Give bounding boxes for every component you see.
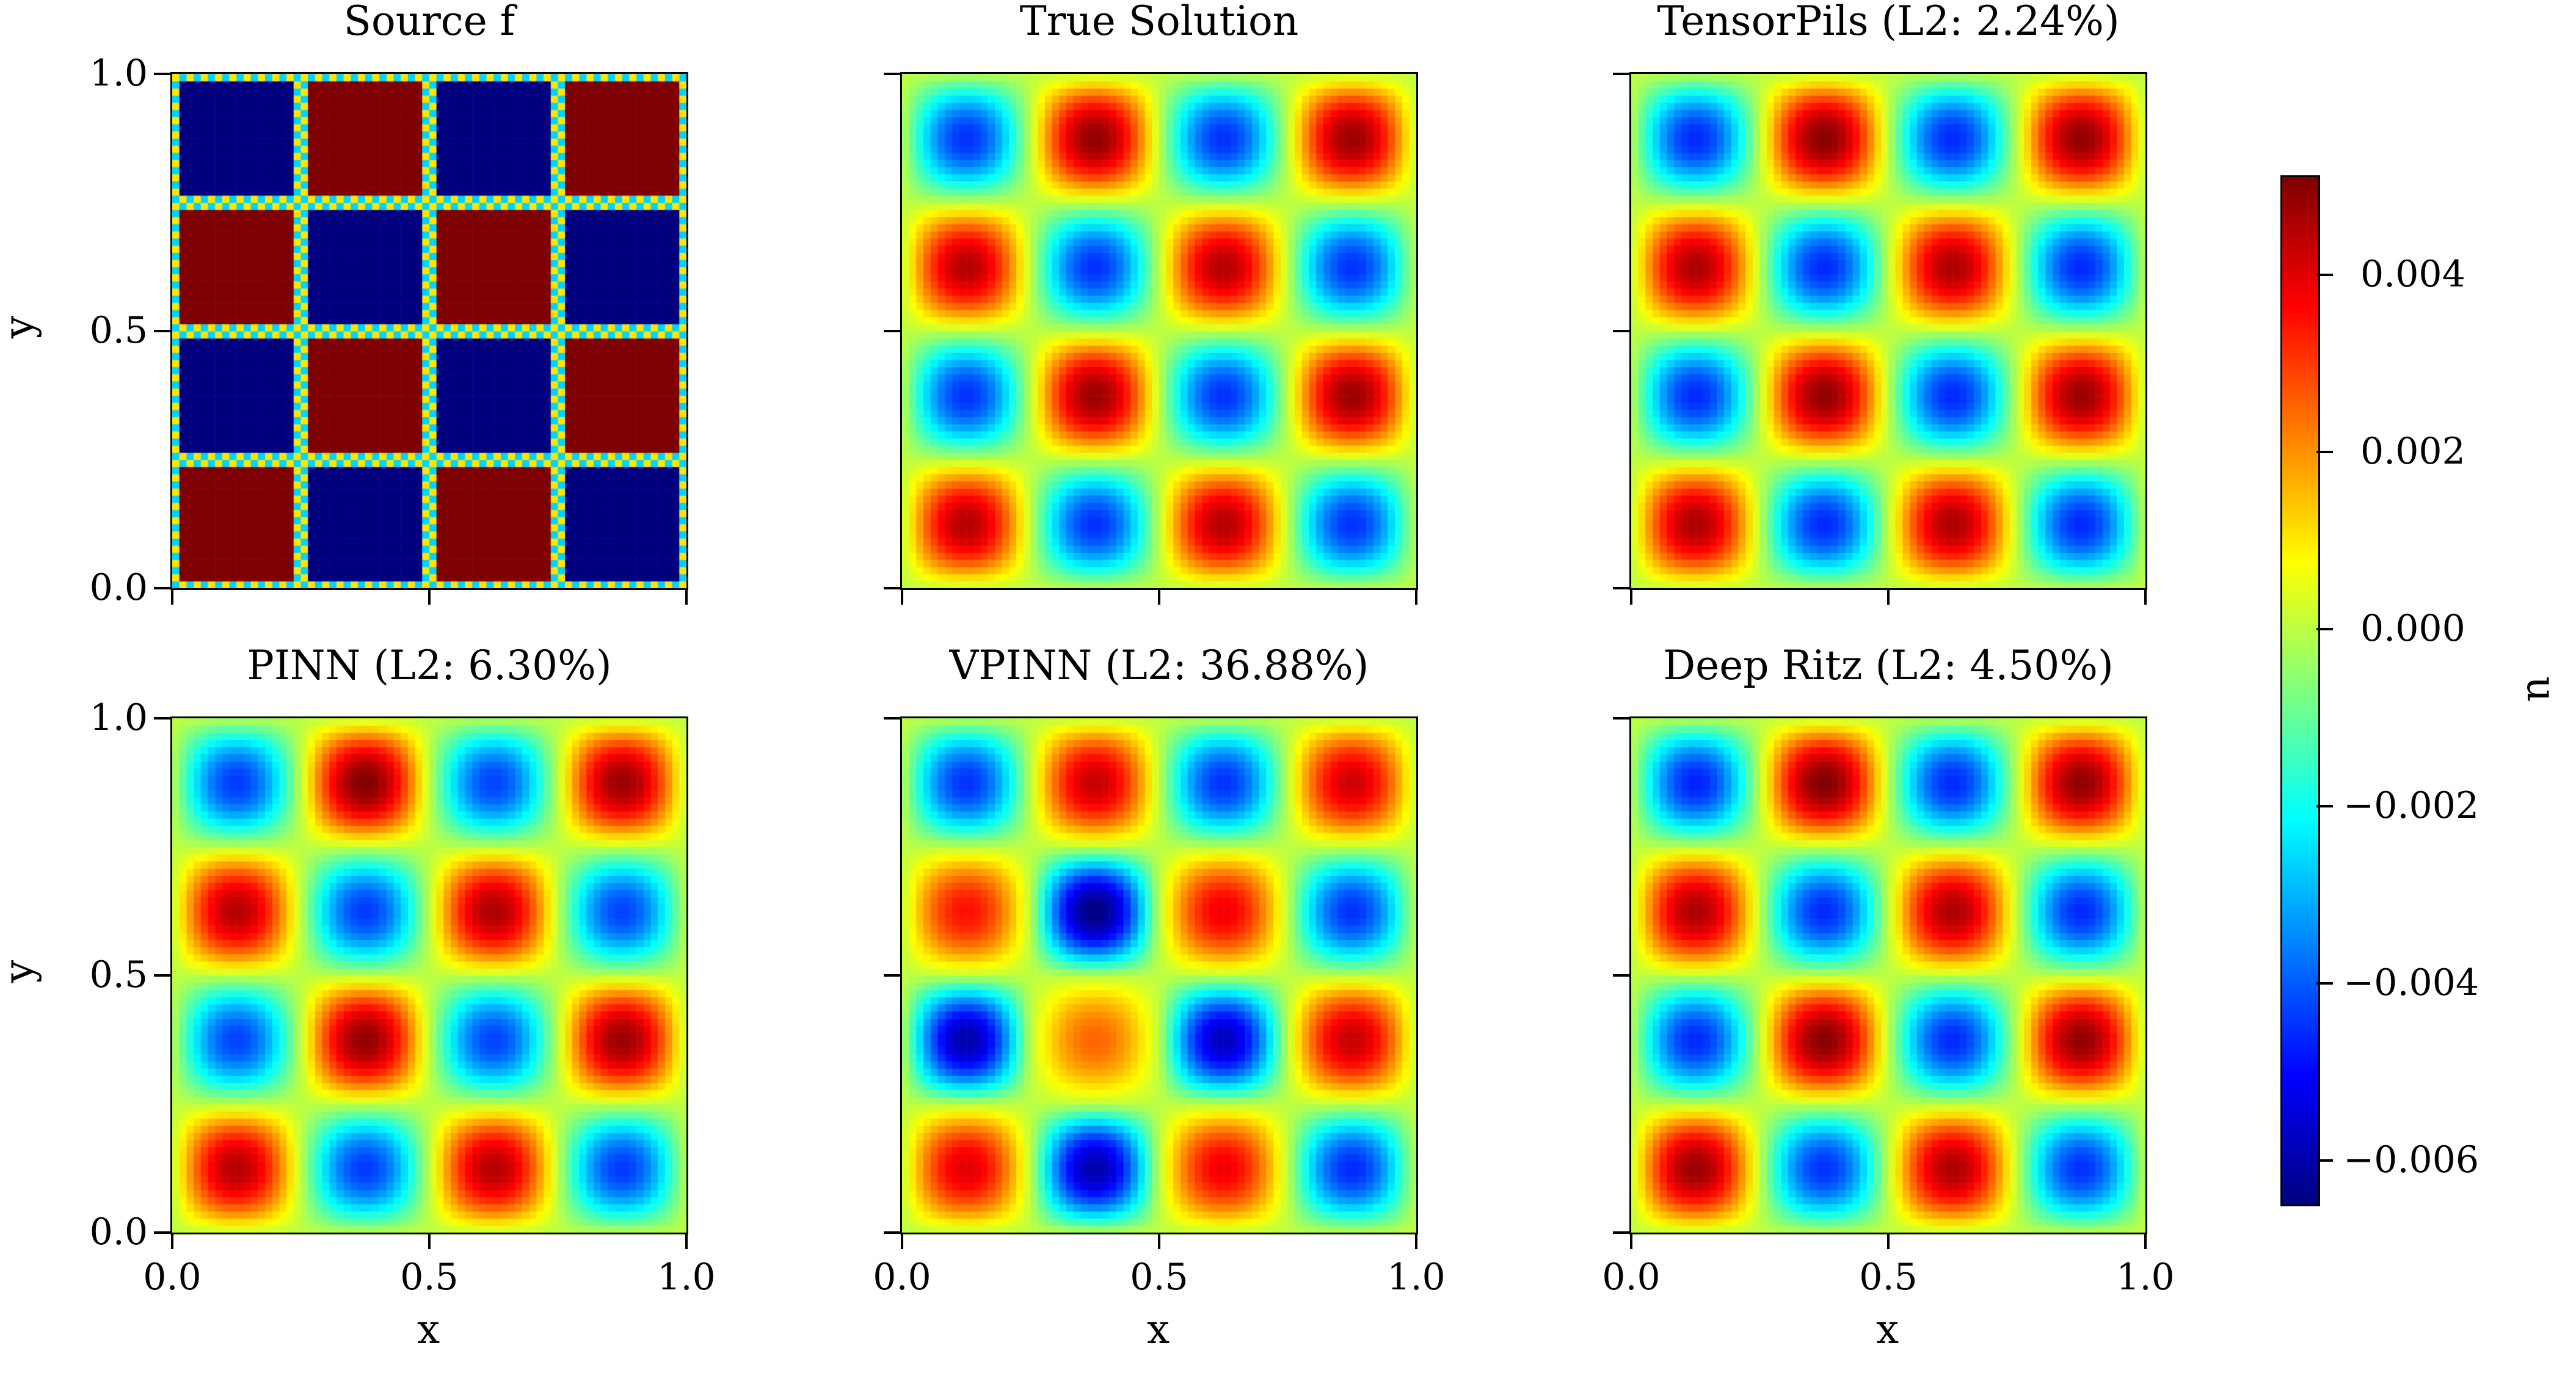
heatmap-panel: True Solution [884,0,1418,605]
heatmap-panel: TensorPils (L2: 2.24%) [1613,0,2147,605]
heatmap-panel: VPINN (L2: 36.88%) 0.0 0.5 1.0 x [873,642,1445,1353]
x-tick-mark [1158,1233,1160,1249]
y-tick-mark [884,73,900,75]
x-tick-label: 1.0 [2116,1256,2175,1299]
panel-title: PINN (L2: 6.30%) [247,642,612,689]
x-tick-label: 0.0 [143,1256,202,1299]
y-tick-mark [884,587,900,589]
axes-frame [170,716,688,1234]
axes-frame [900,716,1418,1234]
colorbar-tick-mark [2316,627,2333,630]
y-tick-mark [154,974,170,977]
x-tick-mark [1415,1233,1417,1249]
y-tick-label: 0.5 [89,953,148,996]
y-tick-mark [154,330,170,332]
y-tick-mark [154,587,170,589]
x-tick-mark [171,1233,173,1249]
x-tick-mark [901,588,903,605]
panel-title: Deep Ritz (L2: 4.50%) [1663,642,2114,689]
x-tick-mark [1887,588,1890,605]
axes-frame [900,72,1418,590]
colorbar-label: u [2517,676,2565,702]
x-tick-mark [1158,588,1160,605]
x-tick-label: 0.5 [1859,1256,1918,1299]
colorbar-tick-mark [2316,1159,2333,1162]
x-tick-mark [1630,1233,1632,1249]
panel-title: TensorPils (L2: 2.24%) [1657,0,2120,45]
panel-title: VPINN (L2: 36.88%) [949,642,1369,689]
colorbar-tick-label: 0.000 [2360,607,2465,650]
x-axis-label: x [1876,1306,1899,1353]
y-tick-mark [1613,974,1629,977]
colorbar-tick-label: 0.002 [2360,429,2465,473]
x-tick-mark [2144,1233,2147,1249]
heatmap-field [1631,718,2145,1233]
x-tick-label: 1.0 [1387,1256,1446,1299]
heatmap-field [172,74,686,588]
y-tick-label: 0.5 [89,309,148,352]
y-tick-label: 0.0 [89,566,148,609]
colorbar-tick-mark [2316,804,2333,807]
panel-title: True Solution [1019,0,1299,45]
y-tick-mark [1613,330,1629,332]
colorbar-tick-mark [2316,450,2333,453]
colorbar-tick-label: −0.004 [2343,961,2480,1004]
axes-frame [170,72,688,590]
colorbar-tick-label: −0.002 [2343,784,2480,827]
colorbar-tick-label: −0.006 [2343,1138,2480,1181]
y-tick-mark [1613,587,1629,589]
y-tick-mark [1613,1231,1629,1234]
heatmap-panel: Deep Ritz (L2: 4.50%) 0.0 0.5 1.0 x [1602,642,2174,1353]
x-tick-mark [1415,588,1417,605]
x-tick-mark [428,1233,431,1249]
y-tick-mark [154,73,170,75]
y-tick-label: 1.0 [89,52,148,95]
x-tick-mark [1630,588,1632,605]
colorbar-tick-mark [2316,982,2333,985]
colorbar-frame [2280,175,2320,1206]
heatmap-field [902,74,1416,588]
x-tick-mark [685,1233,688,1249]
x-tick-mark [2144,588,2147,605]
y-axis-label: y [0,960,42,983]
heatmap-panel: Source f 0.0 0.5 1.0 y [0,0,688,609]
y-tick-mark [884,974,900,977]
y-tick-mark [884,1231,900,1234]
y-tick-label: 1.0 [89,696,148,739]
x-axis-label: x [1147,1306,1170,1353]
colorbar-tick-label: 0.004 [2360,252,2465,296]
y-tick-mark [884,330,900,332]
x-tick-mark [428,588,431,605]
heatmap-panel: PINN (L2: 6.30%) 0.00.0 0.5 0.5 1.0 1.0 x y [0,642,716,1353]
x-tick-label: 0.0 [1602,1256,1661,1299]
y-tick-mark [884,717,900,720]
x-tick-label: 0.0 [873,1256,931,1299]
x-tick-label: 0.5 [400,1256,459,1299]
x-tick-mark [171,588,173,605]
panel-title: Source f [343,0,515,45]
heatmap-field [172,718,686,1233]
x-tick-label: 0.5 [1130,1256,1188,1299]
y-tick-mark [154,1231,170,1234]
x-tick-mark [901,1233,903,1249]
axes-frame [1629,716,2147,1234]
y-tick-label: 0.0 [89,1211,148,1253]
colorbar: 0.004 0.002 0.000 −0.002 −0.004 −0.006 [2280,175,2479,1206]
colorbar-tick-mark [2316,273,2333,276]
x-tick-mark [685,588,688,605]
heatmap-field [902,718,1416,1233]
y-tick-mark [1613,717,1629,720]
x-tick-mark [1887,1233,1890,1249]
y-tick-mark [1613,73,1629,75]
heatmap-field [1631,74,2145,588]
x-axis-label: x [417,1306,440,1353]
y-tick-mark [154,717,170,720]
axes-frame [1629,72,2147,590]
y-axis-label: y [0,316,42,338]
colorbar-gradient [2282,177,2318,1204]
x-tick-label: 1.0 [657,1256,716,1299]
